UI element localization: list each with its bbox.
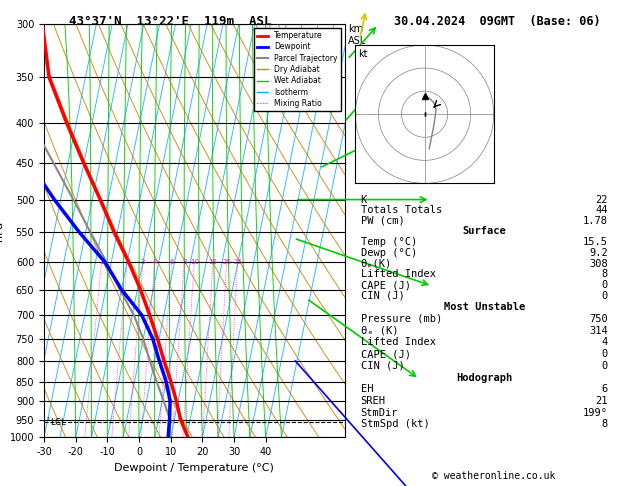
Text: 22: 22 bbox=[596, 195, 608, 205]
Text: 30.04.2024  09GMT  (Base: 06): 30.04.2024 09GMT (Base: 06) bbox=[394, 15, 600, 28]
Text: 1: 1 bbox=[99, 259, 104, 265]
Text: 15.5: 15.5 bbox=[583, 237, 608, 247]
Text: Dewp (°C): Dewp (°C) bbox=[360, 248, 417, 258]
Text: Lifted Index: Lifted Index bbox=[360, 269, 435, 279]
Text: 15: 15 bbox=[209, 259, 218, 265]
Text: km
ASL: km ASL bbox=[348, 24, 366, 46]
Text: 21: 21 bbox=[596, 396, 608, 406]
Text: 2: 2 bbox=[125, 259, 130, 265]
Text: CAPE (J): CAPE (J) bbox=[360, 280, 411, 290]
Text: kt: kt bbox=[358, 49, 368, 59]
Text: 4: 4 bbox=[602, 337, 608, 347]
Text: CAPE (J): CAPE (J) bbox=[360, 349, 411, 359]
Text: 8: 8 bbox=[182, 259, 187, 265]
Text: $^1$LCL: $^1$LCL bbox=[46, 416, 67, 428]
Text: 199°: 199° bbox=[583, 408, 608, 417]
Text: K: K bbox=[360, 195, 367, 205]
Text: CIN (J): CIN (J) bbox=[360, 361, 404, 371]
Text: 8: 8 bbox=[602, 419, 608, 429]
Text: 6: 6 bbox=[170, 259, 174, 265]
Text: Totals Totals: Totals Totals bbox=[360, 205, 442, 215]
Text: θₑ (K): θₑ (K) bbox=[360, 326, 398, 336]
Text: Surface: Surface bbox=[462, 226, 506, 236]
Text: Lifted Index: Lifted Index bbox=[360, 337, 435, 347]
Text: EH: EH bbox=[360, 384, 373, 394]
Text: 0: 0 bbox=[602, 280, 608, 290]
Text: Pressure (mb): Pressure (mb) bbox=[360, 314, 442, 324]
Text: 314: 314 bbox=[589, 326, 608, 336]
Legend: Temperature, Dewpoint, Parcel Trajectory, Dry Adiabat, Wet Adiabat, Isotherm, Mi: Temperature, Dewpoint, Parcel Trajectory… bbox=[254, 28, 341, 111]
Text: 4: 4 bbox=[153, 259, 157, 265]
Text: SREH: SREH bbox=[360, 396, 386, 406]
Text: Hodograph: Hodograph bbox=[456, 373, 513, 382]
X-axis label: Dewpoint / Temperature (°C): Dewpoint / Temperature (°C) bbox=[114, 463, 274, 473]
Text: θₑ(K): θₑ(K) bbox=[360, 259, 392, 269]
Text: 3: 3 bbox=[141, 259, 145, 265]
Text: 0: 0 bbox=[602, 291, 608, 301]
Text: 9.2: 9.2 bbox=[589, 248, 608, 258]
Text: 6: 6 bbox=[602, 384, 608, 394]
Text: Temp (°C): Temp (°C) bbox=[360, 237, 417, 247]
Text: © weatheronline.co.uk: © weatheronline.co.uk bbox=[432, 471, 555, 481]
Text: StmSpd (kt): StmSpd (kt) bbox=[360, 419, 430, 429]
Y-axis label: hPa: hPa bbox=[0, 221, 4, 241]
Text: 20: 20 bbox=[222, 259, 231, 265]
Text: CIN (J): CIN (J) bbox=[360, 291, 404, 301]
Text: StmDir: StmDir bbox=[360, 408, 398, 417]
Text: 1.78: 1.78 bbox=[583, 216, 608, 226]
Text: 43°37'N  13°22'E  119m  ASL: 43°37'N 13°22'E 119m ASL bbox=[69, 15, 271, 28]
Text: PW (cm): PW (cm) bbox=[360, 216, 404, 226]
Text: Most Unstable: Most Unstable bbox=[443, 302, 525, 312]
Text: 308: 308 bbox=[589, 259, 608, 269]
Text: 44: 44 bbox=[596, 205, 608, 215]
Text: 0: 0 bbox=[602, 349, 608, 359]
Text: 10: 10 bbox=[190, 259, 199, 265]
Text: 25: 25 bbox=[233, 259, 242, 265]
Text: 8: 8 bbox=[602, 269, 608, 279]
Text: 750: 750 bbox=[589, 314, 608, 324]
Text: 0: 0 bbox=[602, 361, 608, 371]
